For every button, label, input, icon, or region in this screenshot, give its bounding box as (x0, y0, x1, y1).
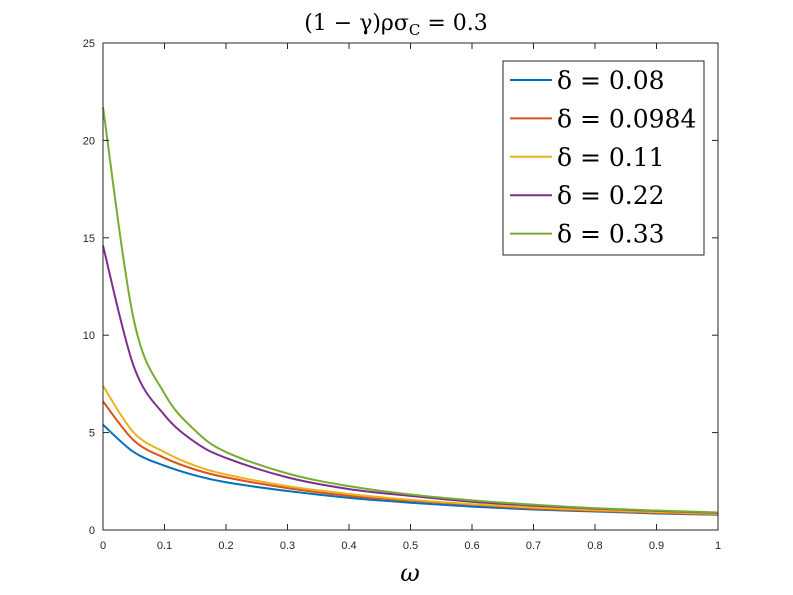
x-tick-label: 0.5 (403, 540, 418, 552)
legend-label-5: δ = 0.33 (557, 220, 665, 249)
series-line-3 (102, 385, 719, 515)
y-tick-label: 20 (83, 135, 95, 147)
x-tick-label: 1 (715, 540, 721, 552)
x-tick-label: 0.9 (649, 540, 664, 552)
x-tick-label: 0 (100, 540, 106, 552)
x-tick-label: 0.1 (157, 540, 172, 552)
chart-title: (1 − γ)ρσC = 0.3 (304, 11, 488, 39)
x-tick-label: 0.6 (464, 540, 479, 552)
legend-label-2: δ = 0.0984 (557, 104, 696, 133)
legend-label-3: δ = 0.11 (557, 143, 665, 172)
x-tick-label: 0.7 (526, 540, 541, 552)
x-axis-label: ω (400, 559, 420, 587)
x-tick-label: 0.3 (280, 540, 295, 552)
y-tick-label: 0 (89, 525, 95, 537)
plot-area (102, 107, 719, 516)
y-tick-label: 15 (83, 233, 95, 245)
legend-label-4: δ = 0.22 (557, 181, 665, 210)
x-tick-label: 0.4 (341, 540, 356, 552)
y-tick-label: 5 (89, 428, 95, 440)
series-line-5 (102, 107, 719, 514)
legend: δ = 0.08 δ = 0.0984 δ = 0.11 δ = 0.22 δ = 0.… (502, 60, 705, 256)
x-tick-label: 0.8 (587, 540, 602, 552)
y-tick-label: 25 (83, 38, 95, 50)
x-tick-label: 0.2 (218, 540, 233, 552)
y-tick-label: 10 (83, 330, 95, 342)
legend-box (502, 60, 705, 256)
legend-label-1: δ = 0.08 (557, 66, 665, 95)
